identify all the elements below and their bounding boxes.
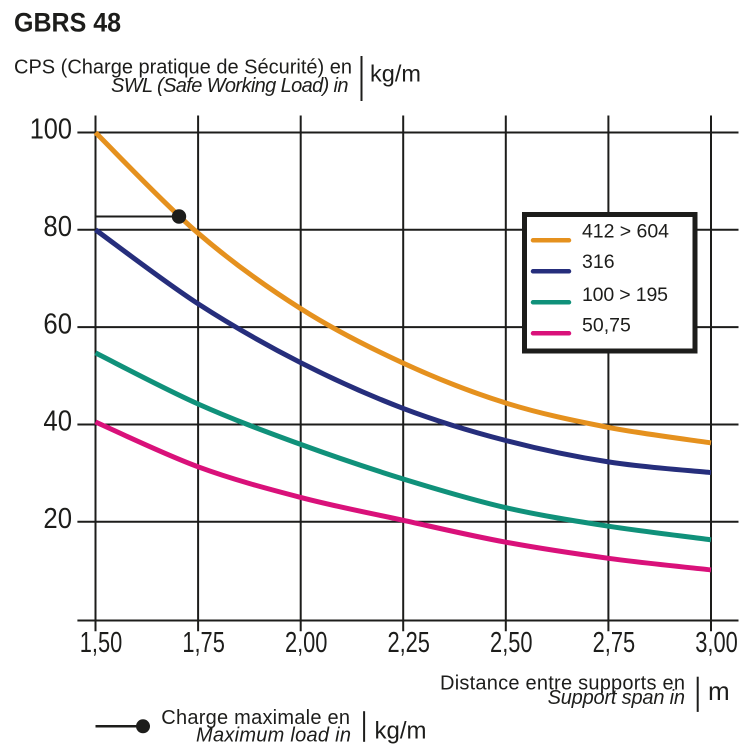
svg-text:m: m <box>708 676 730 706</box>
svg-text:kg/m: kg/m <box>375 717 427 744</box>
svg-text:316: 316 <box>582 251 615 273</box>
svg-text:2,75: 2,75 <box>593 627 636 659</box>
svg-text:2,50: 2,50 <box>490 627 533 659</box>
svg-text:40: 40 <box>43 406 72 438</box>
svg-text:SWL (Safe Working Load) in: SWL (Safe Working Load) in <box>111 75 349 97</box>
svg-text:20: 20 <box>43 503 72 535</box>
svg-text:60: 60 <box>43 308 72 340</box>
svg-text:50,75: 50,75 <box>582 315 631 337</box>
svg-text:2,25: 2,25 <box>387 627 430 659</box>
svg-text:Distance entre supports en: Distance entre supports en <box>440 672 685 694</box>
svg-text:Maximum load in: Maximum load in <box>196 725 351 747</box>
svg-text:80: 80 <box>43 211 72 243</box>
svg-text:Support span in: Support span in <box>548 687 685 709</box>
svg-text:3,00: 3,00 <box>695 627 738 659</box>
svg-text:2,00: 2,00 <box>285 627 328 659</box>
svg-text:GBRS 48: GBRS 48 <box>14 7 121 38</box>
svg-text:CPS (Charge pratique de Sécuri: CPS (Charge pratique de Sécurité) en <box>14 57 352 79</box>
svg-text:1,50: 1,50 <box>80 627 123 659</box>
svg-text:1,75: 1,75 <box>182 627 225 659</box>
svg-text:Charge maximale en: Charge maximale en <box>161 707 350 729</box>
svg-text:kg/m: kg/m <box>370 60 421 86</box>
svg-text:100 > 195: 100 > 195 <box>582 284 668 306</box>
svg-text:412 > 604: 412 > 604 <box>582 221 669 243</box>
svg-text:100: 100 <box>30 114 72 146</box>
